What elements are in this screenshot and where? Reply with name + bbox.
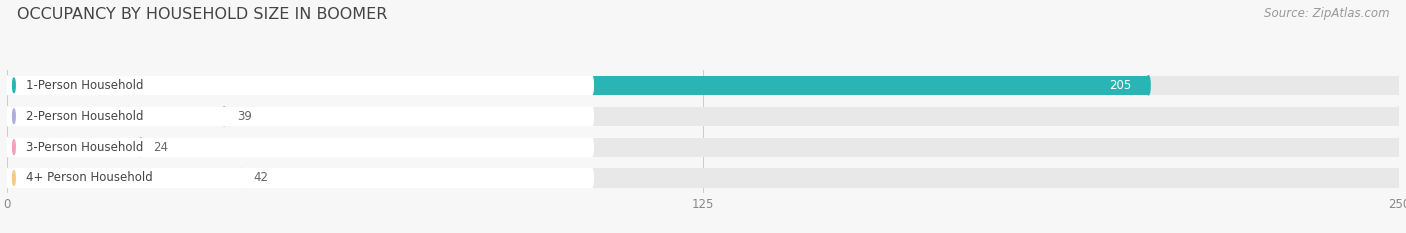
Text: OCCUPANCY BY HOUSEHOLD SIZE IN BOOMER: OCCUPANCY BY HOUSEHOLD SIZE IN BOOMER — [17, 7, 387, 22]
Bar — [7, 107, 224, 126]
Bar — [7, 137, 592, 157]
Circle shape — [6, 137, 8, 157]
Circle shape — [13, 78, 15, 93]
Circle shape — [139, 137, 142, 157]
Text: 2-Person Household: 2-Person Household — [27, 110, 143, 123]
Circle shape — [591, 76, 593, 95]
Circle shape — [1147, 76, 1150, 95]
Text: 205: 205 — [1109, 79, 1132, 92]
Circle shape — [6, 137, 8, 157]
Circle shape — [6, 107, 8, 126]
Circle shape — [6, 168, 8, 188]
Circle shape — [1398, 168, 1400, 188]
Circle shape — [6, 168, 8, 188]
Circle shape — [222, 107, 226, 126]
Bar — [7, 137, 141, 157]
Circle shape — [6, 137, 8, 157]
Circle shape — [13, 171, 15, 185]
Bar — [7, 168, 592, 188]
Text: 1-Person Household: 1-Person Household — [27, 79, 143, 92]
Bar — [7, 76, 1399, 95]
Circle shape — [6, 76, 8, 95]
Circle shape — [1398, 137, 1400, 157]
Circle shape — [591, 107, 593, 126]
Bar — [7, 168, 240, 188]
Bar — [7, 76, 592, 95]
Text: 3-Person Household: 3-Person Household — [27, 140, 143, 154]
Circle shape — [1398, 76, 1400, 95]
Bar — [7, 168, 1399, 188]
Circle shape — [591, 168, 593, 188]
Text: Source: ZipAtlas.com: Source: ZipAtlas.com — [1264, 7, 1389, 20]
Bar — [7, 76, 1149, 95]
Circle shape — [6, 107, 8, 126]
Circle shape — [1398, 107, 1400, 126]
Circle shape — [6, 107, 8, 126]
Bar — [7, 107, 1399, 126]
Text: 39: 39 — [238, 110, 252, 123]
Circle shape — [239, 168, 243, 188]
Text: 42: 42 — [253, 171, 269, 185]
Circle shape — [6, 168, 8, 188]
Circle shape — [591, 137, 593, 157]
Bar — [7, 107, 592, 126]
Text: 24: 24 — [153, 140, 169, 154]
Circle shape — [13, 140, 15, 154]
Bar — [7, 137, 1399, 157]
Circle shape — [6, 76, 8, 95]
Text: 4+ Person Household: 4+ Person Household — [27, 171, 153, 185]
Circle shape — [13, 109, 15, 123]
Circle shape — [6, 76, 8, 95]
